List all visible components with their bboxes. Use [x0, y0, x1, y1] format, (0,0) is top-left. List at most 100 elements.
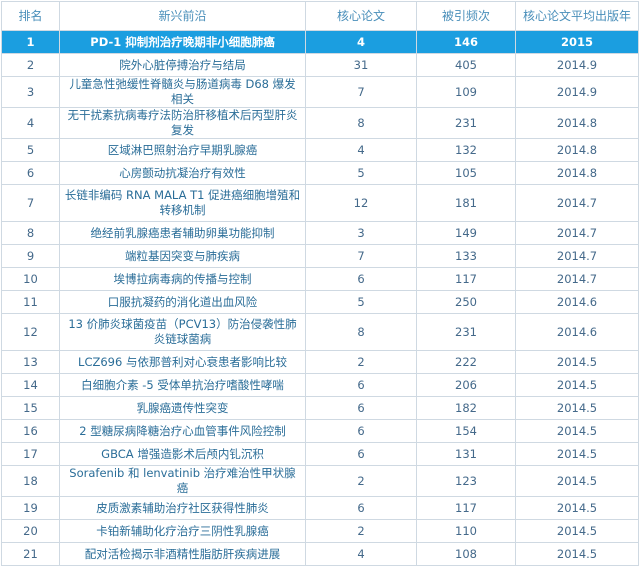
year-cell: 2014.6 — [515, 290, 639, 314]
topic-cell: 配对活检揭示非酒精性脂肪肝疾病进展 — [59, 542, 306, 566]
rank-cell: 1 — [1, 30, 60, 54]
citations-cell: 133 — [416, 244, 516, 268]
topic-cell: LCZ696 与依那普利对心衰患者影响比较 — [59, 350, 306, 374]
rank-cell: 9 — [1, 244, 60, 268]
year-cell: 2014.9 — [515, 53, 639, 77]
papers-cell: 2 — [305, 350, 417, 374]
citations-cell: 146 — [416, 30, 516, 54]
table-row: 12 13 价肺炎球菌疫苗（PCV13）防治侵袭性肺炎链球菌病 8 231 20… — [1, 313, 639, 351]
rank-cell: 11 — [1, 290, 60, 314]
citations-cell: 117 — [416, 267, 516, 291]
citations-cell: 131 — [416, 442, 516, 466]
year-cell: 2014.8 — [515, 161, 639, 185]
year-cell: 2014.6 — [515, 313, 639, 351]
header-avg-year: 核心论文平均出版年 — [515, 1, 639, 31]
rank-cell: 21 — [1, 542, 60, 566]
table-row: 4 无干扰素抗病毒疗法防治肝移植术后丙型肝炎复发 8 231 2014.8 — [1, 107, 639, 139]
papers-cell: 8 — [305, 313, 417, 351]
rank-cell: 10 — [1, 267, 60, 291]
topic-cell: 口服抗凝药的消化道出血风险 — [59, 290, 306, 314]
table-row: 11 口服抗凝药的消化道出血风险 5 250 2014.6 — [1, 290, 639, 314]
papers-cell: 4 — [305, 542, 417, 566]
citations-cell: 105 — [416, 161, 516, 185]
year-cell: 2014.5 — [515, 519, 639, 543]
year-cell: 2014.5 — [515, 442, 639, 466]
rank-cell: 14 — [1, 373, 60, 397]
citations-cell: 250 — [416, 290, 516, 314]
topic-cell: 埃博拉病毒病的传播与控制 — [59, 267, 306, 291]
citations-cell: 110 — [416, 519, 516, 543]
rank-cell: 5 — [1, 138, 60, 162]
papers-cell: 3 — [305, 221, 417, 245]
table-body: 1 PD-1 抑制剂治疗晚期非小细胞肺癌 4 146 2015 2 院外心脏停搏… — [1, 30, 639, 566]
topic-cell: 皮质激素辅助治疗社区获得性肺炎 — [59, 496, 306, 520]
citations-cell: 231 — [416, 313, 516, 351]
papers-cell: 2 — [305, 465, 417, 497]
year-cell: 2014.7 — [515, 267, 639, 291]
year-cell: 2014.7 — [515, 221, 639, 245]
table-row: 13 LCZ696 与依那普利对心衰患者影响比较 2 222 2014.5 — [1, 350, 639, 374]
year-cell: 2014.5 — [515, 419, 639, 443]
header-topic: 新兴前沿 — [59, 1, 306, 31]
papers-cell: 5 — [305, 290, 417, 314]
year-cell: 2014.5 — [515, 542, 639, 566]
papers-cell: 31 — [305, 53, 417, 77]
papers-cell: 7 — [305, 76, 417, 108]
topic-cell: 端粒基因突变与肺疾病 — [59, 244, 306, 268]
topic-cell: 绝经前乳腺癌患者辅助卵巢功能抑制 — [59, 221, 306, 245]
citations-cell: 154 — [416, 419, 516, 443]
rank-cell: 12 — [1, 313, 60, 351]
table-row: 10 埃博拉病毒病的传播与控制 6 117 2014.7 — [1, 267, 639, 291]
table-row: 18 Sorafenib 和 lenvatinib 治疗难治性甲状腺癌 2 12… — [1, 465, 639, 497]
rank-cell: 17 — [1, 442, 60, 466]
table-row: 8 绝经前乳腺癌患者辅助卵巢功能抑制 3 149 2014.7 — [1, 221, 639, 245]
year-cell: 2014.7 — [515, 244, 639, 268]
rank-cell: 16 — [1, 419, 60, 443]
year-cell: 2014.8 — [515, 138, 639, 162]
rank-cell: 2 — [1, 53, 60, 77]
header-rank: 排名 — [1, 1, 60, 31]
citations-cell: 123 — [416, 465, 516, 497]
year-cell: 2014.5 — [515, 496, 639, 520]
topic-cell: 白细胞介素 -5 受体单抗治疗嗜酸性哮喘 — [59, 373, 306, 397]
papers-cell: 5 — [305, 161, 417, 185]
year-cell: 2014.5 — [515, 396, 639, 420]
rank-cell: 15 — [1, 396, 60, 420]
table-row: 9 端粒基因突变与肺疾病 7 133 2014.7 — [1, 244, 639, 268]
citations-cell: 405 — [416, 53, 516, 77]
papers-cell: 6 — [305, 419, 417, 443]
year-cell: 2014.9 — [515, 76, 639, 108]
table-header: 排名 新兴前沿 核心论文 被引频次 核心论文平均出版年 — [1, 1, 639, 31]
rank-cell: 19 — [1, 496, 60, 520]
citations-cell: 181 — [416, 184, 516, 222]
citations-cell: 231 — [416, 107, 516, 139]
table-row: 17 GBCA 增强造影术后颅内钆沉积 6 131 2014.5 — [1, 442, 639, 466]
topic-cell: 无干扰素抗病毒疗法防治肝移植术后丙型肝炎复发 — [59, 107, 306, 139]
header-row: 排名 新兴前沿 核心论文 被引频次 核心论文平均出版年 — [1, 1, 639, 31]
citations-cell: 132 — [416, 138, 516, 162]
citations-cell: 222 — [416, 350, 516, 374]
papers-cell: 12 — [305, 184, 417, 222]
table-row: 2 院外心脏停搏治疗与结局 31 405 2014.9 — [1, 53, 639, 77]
rank-cell: 18 — [1, 465, 60, 497]
rank-cell: 7 — [1, 184, 60, 222]
topic-cell: 乳腺癌遗传性突变 — [59, 396, 306, 420]
papers-cell: 4 — [305, 138, 417, 162]
table-row: 1 PD-1 抑制剂治疗晚期非小细胞肺癌 4 146 2015 — [1, 30, 639, 54]
citations-cell: 149 — [416, 221, 516, 245]
papers-cell: 7 — [305, 244, 417, 268]
rank-cell: 3 — [1, 76, 60, 108]
year-cell: 2014.5 — [515, 350, 639, 374]
topic-cell: 院外心脏停搏治疗与结局 — [59, 53, 306, 77]
year-cell: 2014.5 — [515, 373, 639, 397]
citations-cell: 109 — [416, 76, 516, 108]
topic-cell: 心房颤动抗凝治疗有效性 — [59, 161, 306, 185]
papers-cell: 6 — [305, 267, 417, 291]
citations-cell: 117 — [416, 496, 516, 520]
papers-cell: 6 — [305, 496, 417, 520]
papers-cell: 6 — [305, 396, 417, 420]
papers-cell: 8 — [305, 107, 417, 139]
rank-cell: 8 — [1, 221, 60, 245]
table-row: 19 皮质激素辅助治疗社区获得性肺炎 6 117 2014.5 — [1, 496, 639, 520]
papers-cell: 6 — [305, 373, 417, 397]
